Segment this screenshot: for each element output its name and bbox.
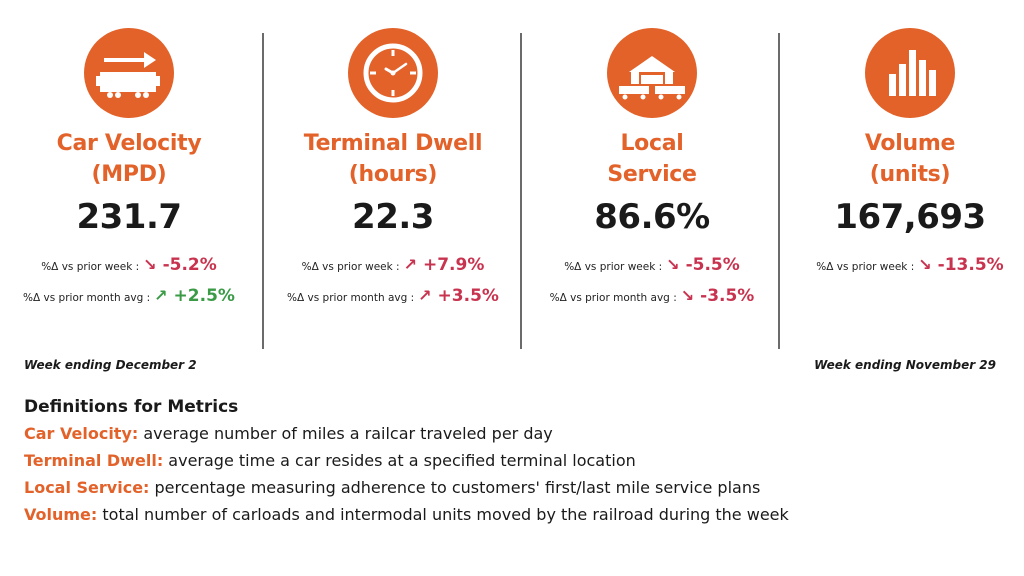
metric-changes: %Δ vs prior week : ↘ -5.5% %Δ vs prior m…	[523, 255, 781, 317]
railcar-arrow-icon	[84, 28, 174, 118]
column-divider	[520, 33, 522, 349]
metric-title: Local Service	[607, 131, 697, 187]
metric-title: Terminal Dwell (hours)	[303, 131, 483, 187]
definition-item: Terminal Dwell: average time a car resid…	[24, 451, 636, 470]
arrow-up-icon: ↗	[403, 255, 417, 274]
clock-icon	[348, 28, 438, 118]
arrow-down-icon: ↘	[143, 255, 157, 274]
warehouse-railcar-icon	[607, 28, 697, 118]
column-divider	[778, 33, 780, 349]
definitions-section: Definitions for Metrics Car Velocity: av…	[24, 394, 1004, 528]
metric-value: 22.3	[352, 197, 434, 237]
change-row: %Δ vs prior month avg : ↗ +3.5%	[287, 286, 499, 306]
metric-car-velocity: Car Velocity (MPD) 231.7 %Δ vs prior wee…	[0, 28, 258, 348]
metric-title: Car Velocity (MPD)	[56, 131, 202, 187]
change-row: %Δ vs prior week : ↘ -5.2%	[41, 255, 217, 275]
metric-changes: %Δ vs prior week : ↗ +7.9% %Δ vs prior m…	[264, 255, 522, 317]
metrics-panel: Car Velocity (MPD) 231.7 %Δ vs prior wee…	[0, 28, 1024, 349]
definition-item: Car Velocity: average number of miles a …	[24, 424, 553, 443]
change-row: %Δ vs prior week : ↘ -13.5%	[816, 255, 1004, 275]
definitions-title: Definitions for Metrics	[24, 397, 239, 417]
metric-value: 167,693	[834, 197, 986, 237]
bar-chart-icon	[865, 28, 955, 118]
metric-value: 86.6%	[594, 197, 710, 237]
arrow-down-icon: ↘	[918, 255, 932, 274]
definition-item: Volume: total number of carloads and int…	[24, 505, 789, 524]
metric-changes: %Δ vs prior week : ↘ -13.5%	[781, 255, 1024, 286]
arrow-up-icon: ↗	[154, 286, 168, 305]
change-row: %Δ vs prior month avg : ↘ -3.5%	[549, 286, 755, 306]
change-row: %Δ vs prior month avg : ↗ +2.5%	[23, 286, 235, 306]
metric-terminal-dwell: Terminal Dwell (hours) 22.3 %Δ vs prior …	[264, 28, 522, 348]
metric-volume: Volume (units) 167,693 %Δ vs prior week …	[781, 28, 1024, 348]
change-row: %Δ vs prior week : ↘ -5.5%	[564, 255, 740, 275]
column-divider	[262, 33, 264, 349]
change-row: %Δ vs prior week : ↗ +7.9%	[301, 255, 485, 275]
week-ending-left: Week ending December 2	[24, 358, 197, 372]
week-ending-right: Week ending November 29	[814, 358, 996, 372]
arrow-down-icon: ↘	[680, 286, 695, 305]
metric-local-service: Local Service 86.6% %Δ vs prior week : ↘…	[523, 28, 781, 348]
metric-changes: %Δ vs prior week : ↘ -5.2% %Δ vs prior m…	[0, 255, 258, 317]
metric-value: 231.7	[76, 197, 182, 237]
arrow-down-icon: ↘	[666, 255, 680, 274]
metric-title: Volume (units)	[864, 131, 956, 187]
arrow-up-icon: ↗	[418, 286, 432, 305]
definition-item: Local Service: percentage measuring adhe…	[24, 478, 761, 497]
